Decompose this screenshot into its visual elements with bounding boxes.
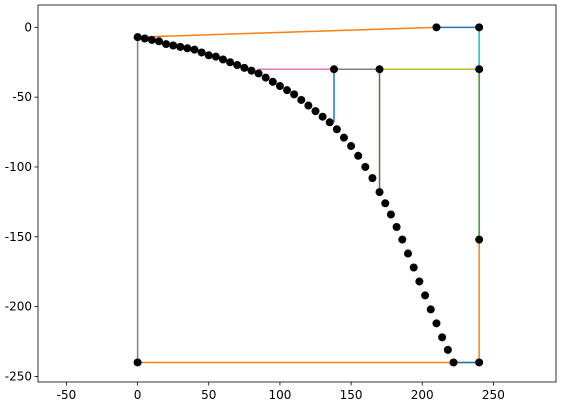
point: [169, 41, 178, 50]
y-tick-label: 0: [24, 20, 32, 34]
point: [432, 23, 441, 32]
point: [247, 66, 256, 75]
point: [140, 34, 149, 43]
point: [325, 118, 334, 127]
point: [297, 95, 306, 104]
point: [133, 358, 142, 367]
point: [381, 199, 390, 208]
point: [183, 44, 192, 53]
point: [154, 37, 163, 46]
x-tick-label: 150: [340, 388, 363, 402]
point: [398, 235, 407, 244]
point: [361, 162, 370, 171]
point: [219, 55, 227, 64]
x-tick-label: 100: [268, 388, 291, 402]
point: [438, 333, 447, 342]
point: [375, 188, 384, 197]
point: [290, 90, 299, 99]
y-tick-label: -50: [12, 90, 32, 104]
plot-frame: [37, 4, 557, 383]
point: [211, 52, 220, 61]
point: [475, 65, 484, 74]
point: [330, 65, 338, 74]
point: [318, 112, 327, 121]
point: [233, 61, 242, 70]
line-segment: [137, 26, 437, 38]
point: [268, 77, 277, 86]
point: [190, 45, 199, 54]
point: [354, 151, 363, 160]
point: [332, 125, 341, 134]
point: [432, 319, 441, 328]
point: [475, 358, 484, 367]
point: [368, 174, 377, 183]
point: [375, 65, 384, 74]
point: [409, 263, 418, 272]
point: [283, 86, 292, 95]
point: [404, 249, 412, 258]
x-tick-label: 0: [134, 388, 142, 402]
y-tick-label: -250: [5, 369, 32, 383]
point: [392, 223, 401, 232]
point: [426, 305, 435, 314]
point: [386, 210, 395, 219]
y-tick-label: -100: [5, 160, 32, 174]
point: [147, 35, 156, 44]
point: [176, 42, 185, 51]
point: [240, 63, 249, 72]
point: [261, 73, 270, 82]
point: [275, 81, 284, 90]
point: [197, 48, 206, 57]
y-tick-label: -150: [5, 230, 32, 244]
point: [443, 345, 452, 354]
point: [311, 107, 320, 116]
point: [475, 235, 484, 244]
point: [449, 358, 458, 367]
x-tick-label: -50: [57, 388, 77, 402]
point: [347, 142, 356, 151]
point: [304, 101, 313, 110]
point: [133, 33, 142, 42]
point: [254, 69, 263, 78]
point: [421, 291, 430, 300]
point: [415, 277, 424, 286]
y-tick-label: -200: [5, 300, 32, 314]
point: [339, 133, 348, 142]
point: [162, 40, 171, 49]
point: [204, 51, 213, 60]
x-tick-label: 200: [411, 388, 434, 402]
x-tick-label: 250: [482, 388, 505, 402]
point: [226, 58, 235, 67]
x-tick-label: 50: [201, 388, 216, 402]
point: [475, 23, 484, 32]
